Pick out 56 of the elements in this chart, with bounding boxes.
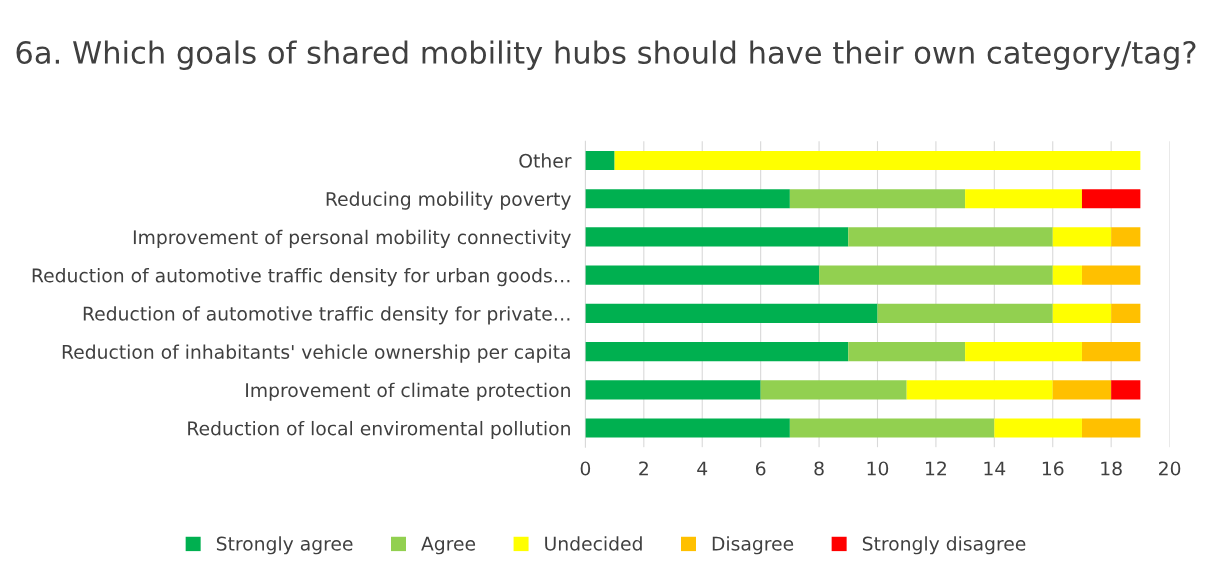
bar xyxy=(848,342,966,362)
bar xyxy=(614,150,1141,171)
y-tick-label: Reduction of inhabitants' vehicle ownership per capita xyxy=(62,344,570,363)
legend-label: Strongly agree xyxy=(216,536,353,555)
bar xyxy=(1052,227,1112,247)
bar xyxy=(585,227,849,247)
y-tick-label: Reducing mobility poverty xyxy=(326,191,571,210)
legend-label: Agree xyxy=(421,536,476,555)
bar xyxy=(965,189,1082,209)
x-tick-label: 8 xyxy=(814,461,824,476)
y-tick-label: Improvement of personal mobility connectivity xyxy=(133,229,571,248)
x-tick-label: 2 xyxy=(639,461,648,476)
x-tick-label: 14 xyxy=(984,461,1006,476)
x-tick-label: 12 xyxy=(926,461,946,476)
x-tick-label: 18 xyxy=(1101,461,1122,476)
bar xyxy=(848,227,1053,247)
bar xyxy=(1052,303,1112,323)
x-tick-label: 6 xyxy=(756,461,766,476)
legend-label: Undecided xyxy=(545,536,642,551)
bar xyxy=(994,418,1082,438)
bar xyxy=(789,418,995,438)
x-tick-label: 20 xyxy=(1159,461,1181,476)
bar xyxy=(877,303,1053,323)
bar xyxy=(585,189,790,209)
bar xyxy=(906,380,1053,400)
bar xyxy=(1111,303,1141,323)
y-tick-label: Improvement of climate protection xyxy=(246,382,570,401)
bar xyxy=(585,380,761,400)
bar xyxy=(760,380,907,400)
bar xyxy=(965,342,1082,362)
bar xyxy=(585,150,615,171)
bar xyxy=(1081,342,1141,362)
bar xyxy=(1052,380,1112,400)
bar xyxy=(1081,265,1141,285)
bar xyxy=(585,342,849,362)
bar xyxy=(1081,189,1141,209)
chart-title: 6a. Which goals of shared mobility hubs should have their own category/tag? xyxy=(16,40,1196,70)
bar xyxy=(1081,418,1141,438)
x-tick-label: 10 xyxy=(867,461,889,476)
x-tick-label: 0 xyxy=(580,461,591,476)
bar xyxy=(1111,227,1141,247)
bar xyxy=(1052,265,1082,285)
y-tick-label: Other xyxy=(519,153,572,168)
legend-label: Disagree xyxy=(712,536,794,555)
y-tick-label: Reduction of automotive traffic density for private… xyxy=(83,306,570,325)
x-tick-label: 16 xyxy=(1042,461,1064,476)
bar xyxy=(585,303,878,323)
x-tick-label: 4 xyxy=(697,461,708,476)
bar xyxy=(819,265,1053,285)
y-tick-label: Reduction of local enviromental pollution xyxy=(188,420,570,440)
y-tick-label: Reduction of automotive traffic density for urban goods… xyxy=(32,268,570,287)
bar xyxy=(1111,380,1141,400)
bar xyxy=(585,418,790,438)
bar xyxy=(789,189,966,209)
bar xyxy=(585,265,820,285)
legend-label: Strongly disagree xyxy=(862,536,1026,555)
